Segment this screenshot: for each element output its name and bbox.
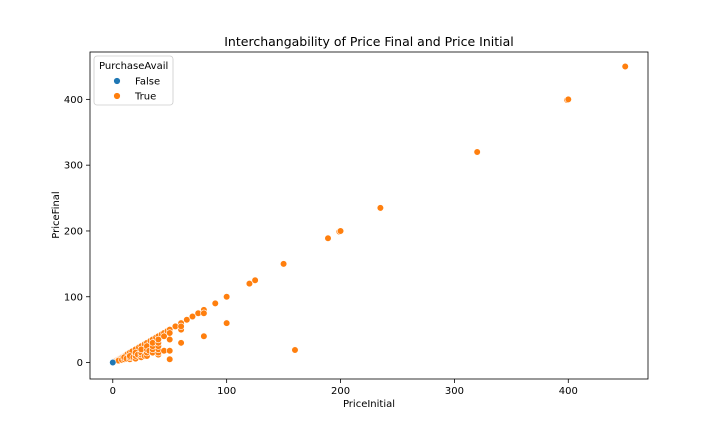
point-true [291, 346, 299, 354]
point-true [166, 335, 174, 344]
y-axis-label: PriceFinal [51, 191, 62, 238]
legend: PurchaseAvail False True [93, 55, 174, 106]
chart-title: Interchangability of Price Final and Pri… [224, 34, 513, 49]
point-true [376, 204, 384, 212]
x-tick-label: 200 [331, 386, 350, 397]
y-tick-label: 200 [64, 226, 83, 237]
y-axis: 0 100 200 300 400 [64, 95, 90, 369]
x-tick-label: 0 [110, 386, 116, 397]
x-tick-label: 100 [217, 386, 236, 397]
point-false [109, 358, 117, 367]
x-axis: 0 100 200 300 400 [110, 379, 578, 397]
point-true [223, 319, 231, 327]
point-true [251, 276, 259, 284]
point-true [154, 335, 162, 344]
point-true [564, 95, 572, 103]
y-tick-label: 400 [64, 95, 83, 106]
point-true [177, 339, 185, 347]
point-true [223, 293, 231, 301]
point-true [200, 309, 208, 317]
point-true [473, 148, 481, 156]
point-true [324, 234, 332, 242]
data-points [109, 62, 629, 367]
legend-label-true: True [134, 92, 156, 103]
point-true [166, 347, 174, 355]
point-true [160, 332, 168, 340]
legend-marker-false [113, 77, 121, 85]
x-tick-label: 400 [559, 386, 578, 397]
y-tick-label: 0 [77, 358, 83, 369]
point-true [279, 260, 288, 268]
point-true [166, 355, 174, 363]
point-true [183, 316, 191, 324]
point-true [336, 227, 345, 235]
legend-frame [93, 55, 174, 106]
x-axis-label: PriceInitial [343, 399, 395, 410]
point-true [621, 62, 629, 71]
legend-marker-true [113, 92, 121, 100]
point-true [188, 312, 197, 321]
plot-area-frame [89, 51, 649, 380]
x-tick-label: 300 [445, 386, 464, 397]
point-true [245, 279, 254, 288]
point-true [211, 299, 219, 307]
point-true [177, 322, 185, 330]
point-true [166, 329, 174, 337]
legend-label-false: False [135, 77, 160, 88]
legend-title: PurchaseAvail [99, 61, 168, 72]
y-tick-label: 300 [64, 161, 83, 172]
y-tick-label: 100 [64, 292, 83, 303]
point-true [200, 332, 208, 340]
